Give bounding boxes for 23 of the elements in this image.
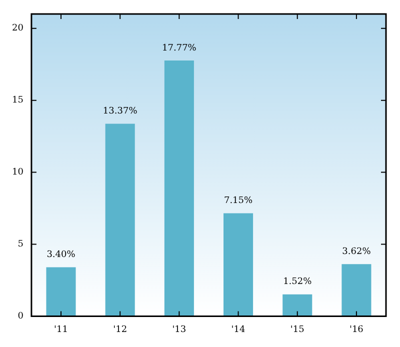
data-label: 7.15% (224, 196, 254, 206)
y-tick-label: 20 (12, 24, 24, 34)
x-tick-label: '13 (172, 324, 186, 335)
data-label: 3.62% (342, 246, 372, 257)
data-label: 17.77% (162, 43, 197, 54)
x-tick-label: '15 (290, 324, 305, 335)
x-tick-label: '12 (113, 324, 128, 335)
bar (164, 60, 194, 316)
y-tick-label: 5 (18, 240, 24, 250)
bar (342, 264, 372, 316)
x-tick-label: '16 (349, 324, 364, 335)
y-tick-label: 0 (18, 312, 24, 322)
data-label: 1.52% (283, 277, 312, 288)
x-tick-label: '14 (231, 324, 246, 335)
y-tick-label: 15 (12, 96, 24, 106)
y-tick-label: 10 (12, 168, 24, 178)
data-label: 13.37% (102, 106, 138, 117)
x-tick-label: '11 (54, 324, 68, 335)
bar (105, 124, 135, 316)
bar (224, 213, 254, 316)
data-label: 3.40% (46, 250, 76, 260)
bar (46, 267, 76, 316)
bar (282, 294, 312, 316)
